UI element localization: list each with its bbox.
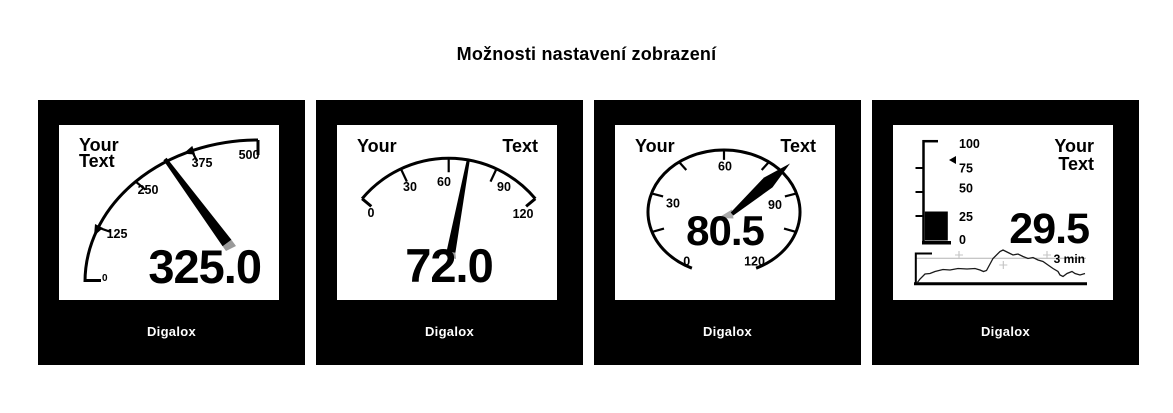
level-bar [924,211,948,241]
tick-label: 125 [107,227,128,241]
custom-text-line2: Text [502,136,538,156]
tick-label: 90 [768,198,782,212]
custom-text-line2: Text [79,151,115,171]
gauge-needle [730,163,790,216]
custom-text-line1: Your [79,135,119,155]
gauge-screen: 0 30 60 90 120 Your Text 80.5 [615,125,835,300]
custom-text-line1: Your [357,136,397,156]
display-row: 0 125 250 375 500 Your Text 325.0 Digalo… [38,100,1139,365]
device-brand-label: Digalox [702,324,753,339]
gauge-screen: 0 30 60 90 120 Your Text 72.0 [337,125,557,300]
trend-window-label: 3 min [1054,252,1085,266]
tick-label: 500 [239,148,260,162]
tick-label: 250 [138,183,159,197]
tick-label: 120 [744,255,765,269]
bar-scale-ticks [915,167,924,217]
tick-label: 60 [718,160,732,174]
scale-label: 0 [959,233,966,247]
measured-value: 29.5 [1009,205,1089,253]
measured-value: 325.0 [148,240,261,293]
tick-label: 0 [368,206,375,220]
device-brand-label: Digalox [424,324,475,339]
trend-grid-cross-icons [955,251,1051,269]
custom-text-line2: Text [1058,154,1094,174]
tick-label: 60 [437,175,451,189]
display-panel-quarter-dial: 0 125 250 375 500 Your Text 325.0 Digalo… [38,100,305,365]
device-brand-label: Digalox [980,324,1031,339]
measured-value: 80.5 [686,207,764,254]
display-panel-flat-arc-dial: 0 30 60 90 120 Your Text 72.0 Digalox [316,100,583,365]
needle-shadow [718,209,734,219]
custom-text-line2: Text [780,136,816,156]
scale-label: 50 [959,182,973,196]
gauge-needle [446,159,470,253]
tick-label: 90 [497,180,511,194]
page-title: Možnosti nastavení zobrazení [456,44,717,64]
needle-shadow [446,251,456,259]
flat-arc-gauge: 0 30 60 90 120 Your Text 72.0 [357,136,538,292]
custom-text-line1: Your [1054,136,1094,156]
device-brand-label: Digalox [146,324,197,339]
scale-label: 100 [959,137,980,151]
quarter-dial-gauge: 0 125 250 375 500 Your Text 325.0 [79,135,262,293]
scale-label: 25 [959,210,973,224]
marker-arrow-125-icon [94,224,103,236]
trend-line [916,249,1086,284]
tick-marks [399,158,498,183]
measured-value: 72.0 [405,239,492,292]
gauge-screen: 0 125 250 375 500 Your Text 325.0 [59,125,279,300]
round-dial-gauge: 0 30 60 90 120 Your Text 80.5 [635,136,816,270]
scale-label: 75 [959,162,973,176]
tick-label: 0 [102,273,108,284]
trend-frame-bracket [914,252,932,283]
marker-arrow-375-icon [183,145,196,155]
gauge-screen: 100 75 50 25 0 Your Text 29.5 3 min [893,125,1113,300]
tick-label: 375 [192,156,213,170]
tick-label: 120 [513,207,534,221]
custom-text-line1: Your [635,136,675,156]
tick-marks [651,150,797,233]
tick-label: 0 [683,255,690,269]
needle-shadow [222,239,236,251]
peak-marker-icon [949,156,956,164]
tick-label: 30 [666,197,680,211]
bar-trend-gauge: 100 75 50 25 0 Your Text 29.5 3 min [914,136,1094,286]
arc-end-caps [361,197,537,208]
tick-label: 30 [403,180,417,194]
display-panel-bar-trend: 100 75 50 25 0 Your Text 29.5 3 min Diga… [872,100,1139,365]
display-panel-round-dial: 0 30 60 90 120 Your Text 80.5 Digalox [594,100,861,365]
gauge-needle [163,157,232,247]
